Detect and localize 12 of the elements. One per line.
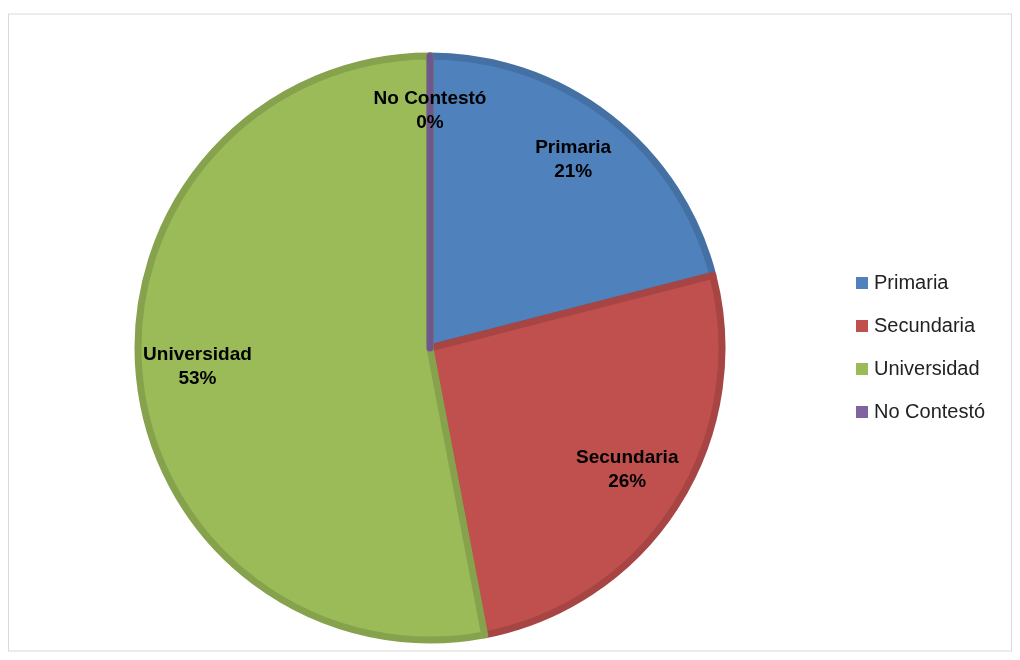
data-label: 21%	[554, 160, 593, 182]
legend-label: Universidad	[874, 357, 980, 379]
text: 0%	[416, 111, 444, 133]
data-label: 53%	[178, 366, 217, 388]
legend-label: No Contestó	[874, 400, 986, 422]
slice-label: Primaria	[535, 136, 612, 158]
slice-label: Secundaria	[576, 446, 679, 468]
slice-label: Universidad	[143, 342, 252, 364]
data-label: 26%	[608, 470, 647, 492]
legend-label: Secundaria	[874, 314, 977, 336]
category-label: No Contestó	[373, 87, 487, 109]
legend-label: Primaria	[874, 271, 950, 293]
